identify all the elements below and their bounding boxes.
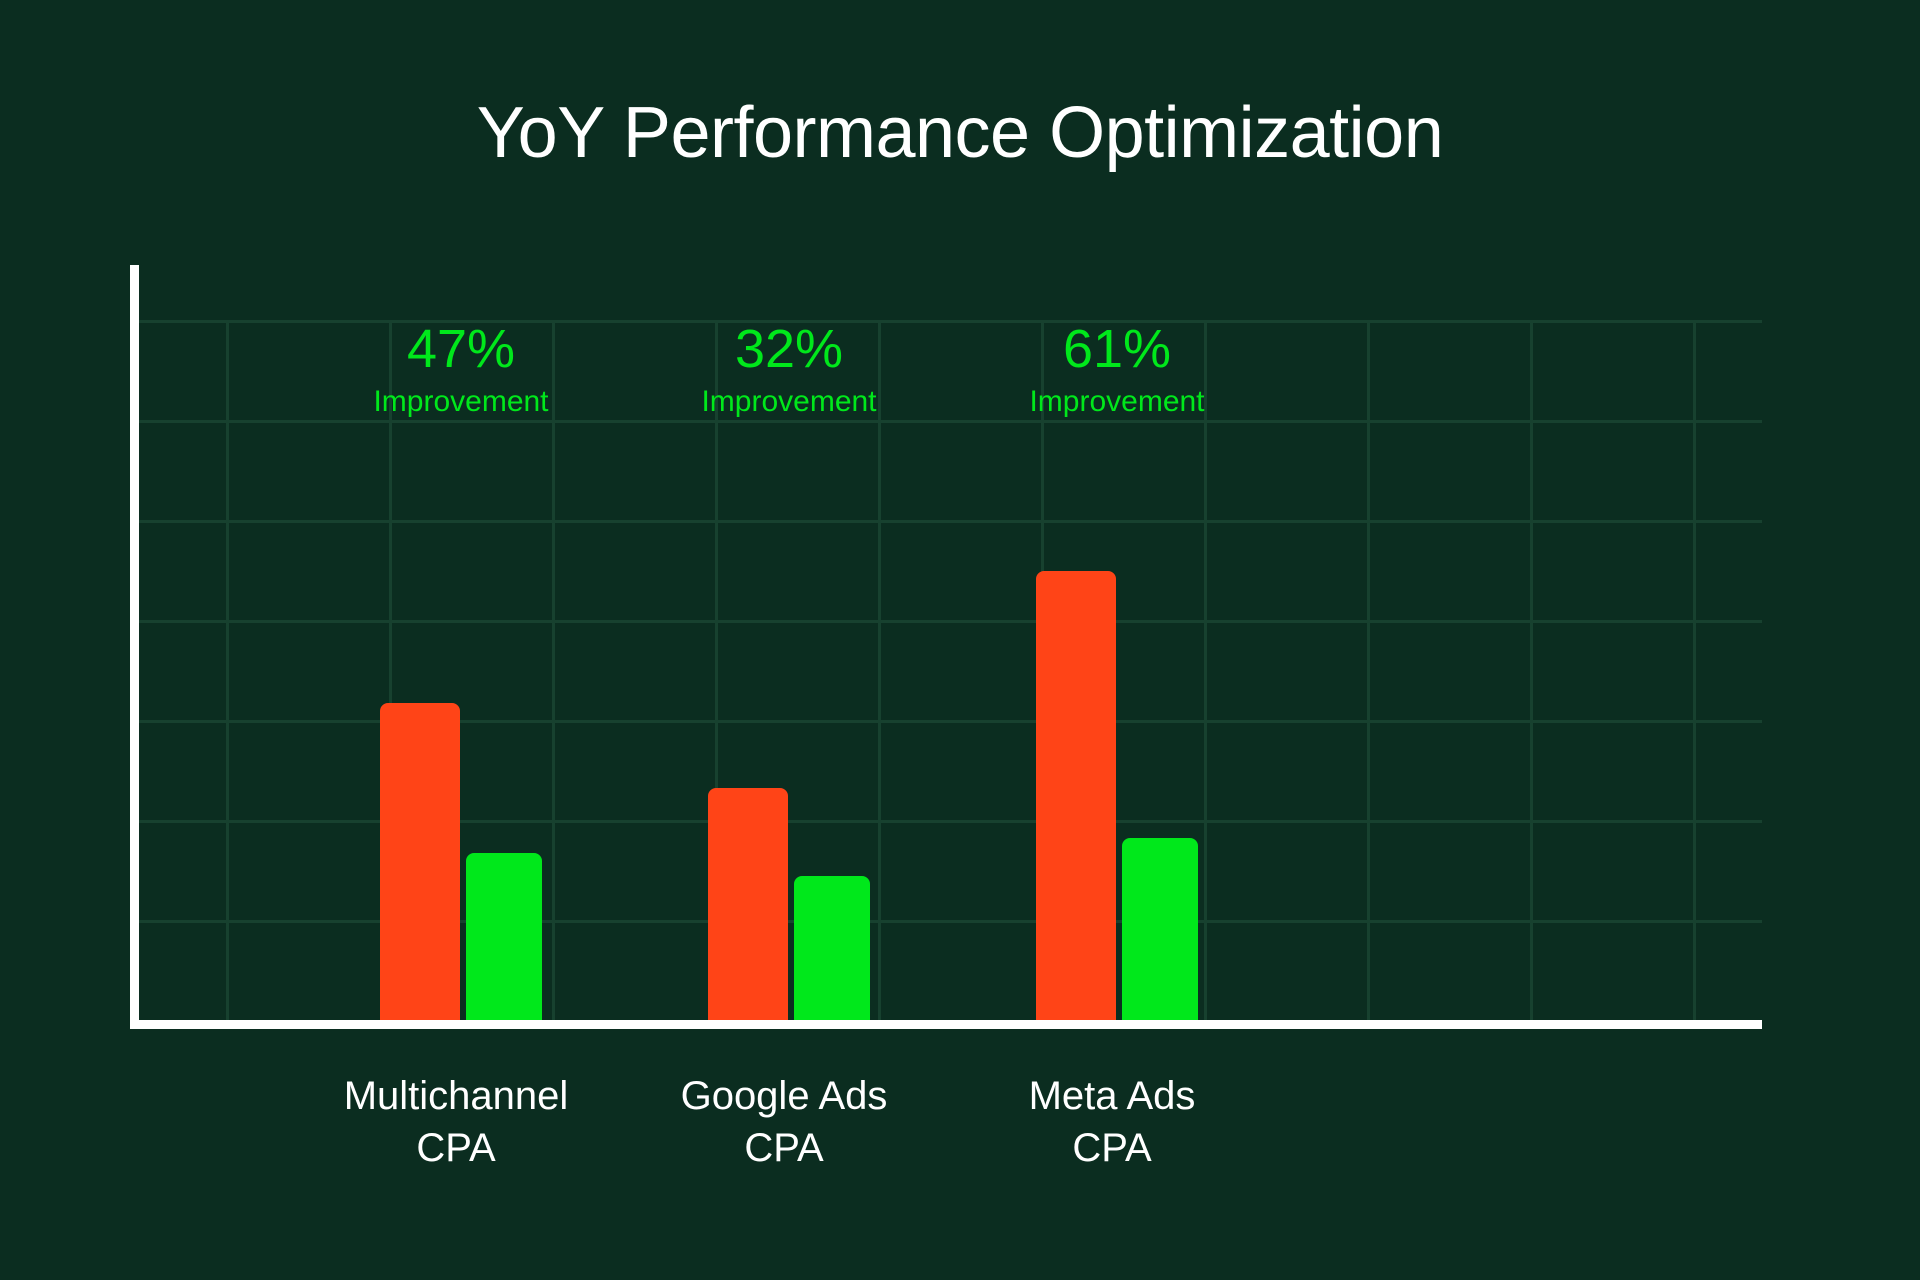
gridline-vertical: [552, 320, 555, 1020]
annotation-sublabel: Improvement: [373, 385, 549, 418]
annotation-percent: 47%: [406, 319, 516, 379]
annotation-google-ads: 32% Improvement: [634, 318, 944, 420]
category-label-line1: Google Ads: [680, 1074, 888, 1118]
gridline-vertical: [1530, 320, 1533, 1020]
category-label-line1: Meta Ads: [1028, 1074, 1196, 1118]
gridline-horizontal: [138, 720, 1762, 723]
y-axis-line: [130, 265, 139, 1025]
category-label-line1: Multichannel: [343, 1074, 569, 1118]
gridline-horizontal: [138, 420, 1762, 423]
gridline-horizontal: [138, 820, 1762, 823]
gridline-vertical: [1367, 320, 1370, 1020]
chart-gridlines: [138, 320, 1762, 1020]
gridline-horizontal: [138, 520, 1762, 523]
page-title: YoY Performance Optimization: [476, 93, 1444, 173]
category-label-line2: CPA: [744, 1126, 824, 1170]
category-label-multichannel: Multichannel CPA: [206, 1070, 706, 1174]
gridline-horizontal: [138, 920, 1762, 923]
plot-area: 47% Improvement 32% Improvement 61% Impr…: [130, 265, 1762, 1029]
gridline-vertical: [1204, 320, 1207, 1020]
annotation-percent: 32%: [734, 319, 844, 379]
annotation-sublabel: Improvement: [1029, 385, 1205, 418]
category-label-line2: CPA: [1072, 1126, 1152, 1170]
category-label-google-ads: Google Ads CPA: [534, 1070, 1034, 1174]
bar-google-ads-after[interactable]: [794, 876, 870, 1020]
bar-multichannel-after[interactable]: [466, 853, 542, 1020]
bar-multichannel-before[interactable]: [380, 703, 460, 1020]
gridline-vertical: [878, 320, 881, 1020]
gridline-horizontal: [138, 320, 1762, 323]
annotation-meta-ads: 61% Improvement: [962, 318, 1272, 420]
category-label-meta-ads: Meta Ads CPA: [862, 1070, 1362, 1174]
gridline-vertical: [1693, 320, 1696, 1020]
bar-meta-ads-after[interactable]: [1122, 838, 1198, 1020]
bar-meta-ads-before[interactable]: [1036, 571, 1116, 1020]
x-axis-line: [130, 1020, 1762, 1029]
bar-google-ads-before[interactable]: [708, 788, 788, 1020]
annotation-multichannel: 47% Improvement: [306, 318, 616, 420]
gridline-vertical: [226, 320, 229, 1020]
gridline-vertical: [715, 320, 718, 1020]
annotation-percent: 61%: [1062, 319, 1172, 379]
annotation-sublabel: Improvement: [701, 385, 877, 418]
category-label-line2: CPA: [416, 1126, 496, 1170]
gridline-vertical: [389, 320, 392, 1020]
bars-layer: [130, 320, 1762, 1020]
gridline-horizontal: [138, 620, 1762, 623]
